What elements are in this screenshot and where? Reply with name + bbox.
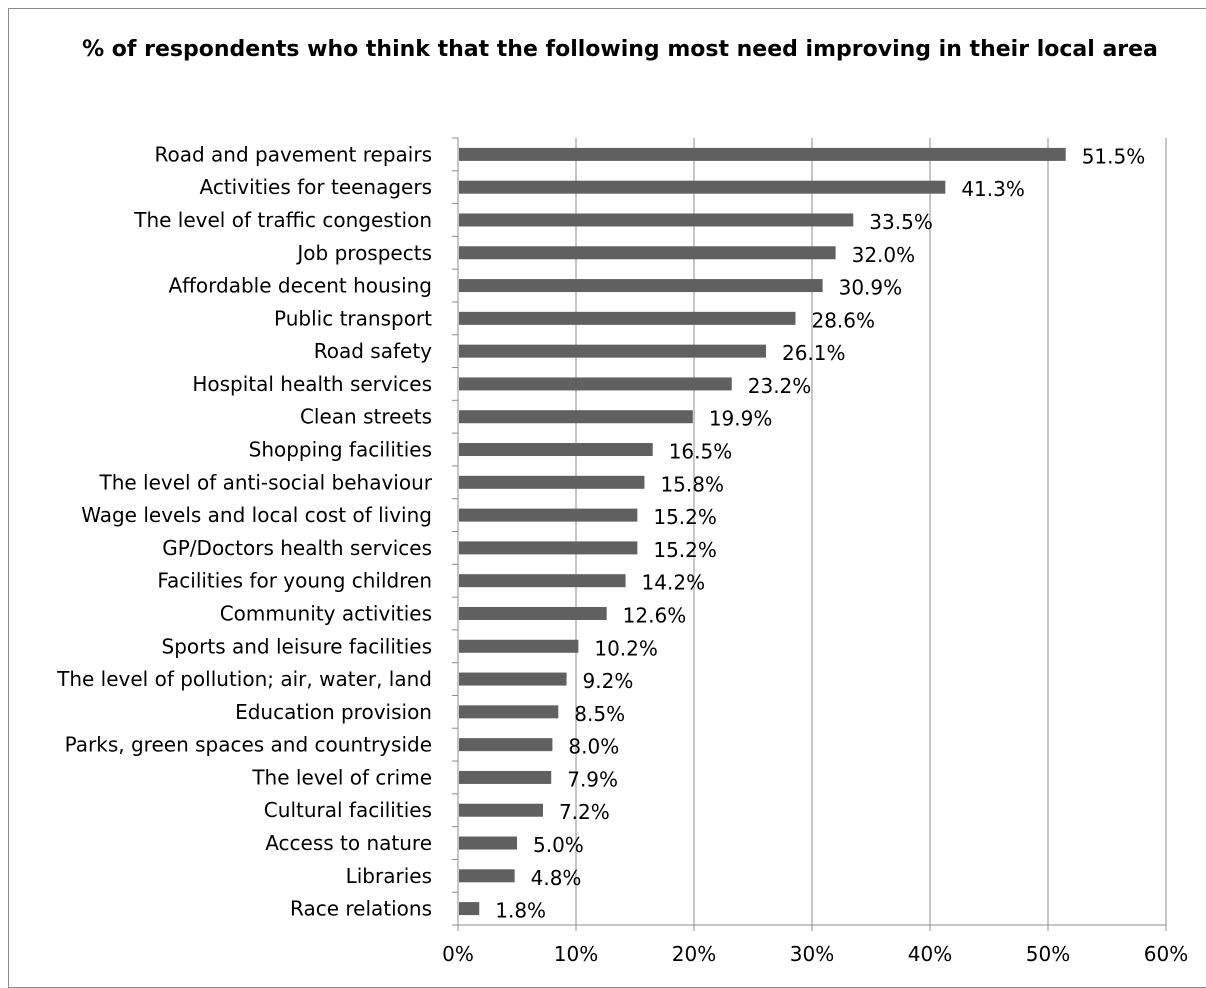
category-label: Affordable decent housing [168,274,432,298]
gridlines [575,138,1167,925]
category-label: Wage levels and local cost of living [81,503,432,527]
category-label: Education provision [235,700,432,724]
x-tick-label: 60% [1144,942,1188,966]
bar [459,574,626,588]
bar [459,410,693,424]
bar [459,770,552,784]
category-label: The level of pollution; air, water, land [56,667,432,691]
labels: 0% 10% 20% 30% 40% 50% 60% Road and pavement re… [56,142,1188,966]
data-label: 10.2% [594,636,658,660]
bar [459,541,638,555]
data-label: 32.0% [852,243,916,267]
bar [459,869,515,883]
category-label: Sports and leisure facilities [162,634,433,658]
x-tick-label: 0% [442,942,474,966]
data-label: 1.8% [495,899,546,923]
data-label: 12.6% [623,603,687,627]
category-label: Access to nature [265,831,432,855]
bar [459,672,567,686]
category-label: Cultural facilities [264,798,432,822]
bar [459,705,559,719]
data-label: 26.1% [782,341,846,365]
data-label: 9.2% [583,669,634,693]
data-label: 15.8% [660,472,724,496]
data-label: 23.2% [748,374,812,398]
bar [459,508,638,522]
category-label: Road and pavement repairs [154,142,432,166]
bar [459,311,796,325]
data-label: 5.0% [533,833,584,857]
category-label: Road safety [314,339,432,363]
data-label: 7.9% [567,767,618,791]
category-label: Community activities [220,601,432,625]
data-label: 15.2% [653,505,717,529]
bar [459,639,579,653]
data-label: 8.5% [574,702,625,726]
chart-frame [8,8,1206,988]
data-label: 30.9% [839,276,903,300]
bar [459,443,653,457]
data-label: 41.3% [961,177,1025,201]
x-tick-label: 10% [554,942,598,966]
category-label: Libraries [346,864,432,888]
category-label: Clean streets [300,405,432,429]
category-label: Public transport [274,306,432,330]
category-label: The level of anti-social behaviour [99,470,433,494]
data-label: 19.9% [709,407,773,431]
x-tick-label: 40% [908,942,952,966]
category-label: Facilities for young children [157,569,432,593]
data-label: 51.5% [1082,144,1146,168]
x-tick-label: 30% [790,942,834,966]
category-label: GP/Doctors health services [162,536,432,560]
data-label: 16.5% [669,440,733,464]
x-tick-label: 50% [1026,942,1070,966]
x-tick-label: 20% [672,942,716,966]
bar [459,738,553,752]
data-label: 4.8% [531,866,582,890]
category-label: Hospital health services [192,372,432,396]
bar [459,147,1066,161]
category-label: Job prospects [295,241,432,265]
bars [459,147,1066,916]
category-label: The level of crime [251,765,432,789]
data-label: 7.2% [559,800,610,824]
category-label: Parks, green spaces and countryside [65,733,432,757]
bar [459,803,543,817]
category-label: The level of traffic congestion [133,208,432,232]
bar [459,213,854,227]
bar [459,344,766,358]
data-label: 28.6% [811,308,875,332]
axes [452,137,1167,931]
bar [459,606,607,620]
data-label: 33.5% [869,210,933,234]
bar [459,180,946,194]
category-label: Shopping facilities [249,438,432,462]
category-label: Activities for teenagers [200,175,432,199]
data-label: 8.0% [568,735,619,759]
bar [459,246,836,260]
chart-title: % of respondents who think that the foll… [82,37,1158,62]
data-label: 15.2% [653,538,717,562]
bar [459,377,732,391]
bar [459,279,823,293]
data-label: 14.2% [642,571,706,595]
bar [459,836,517,850]
bar [459,902,480,916]
category-label: Race relations [290,897,432,921]
bar [459,475,645,489]
